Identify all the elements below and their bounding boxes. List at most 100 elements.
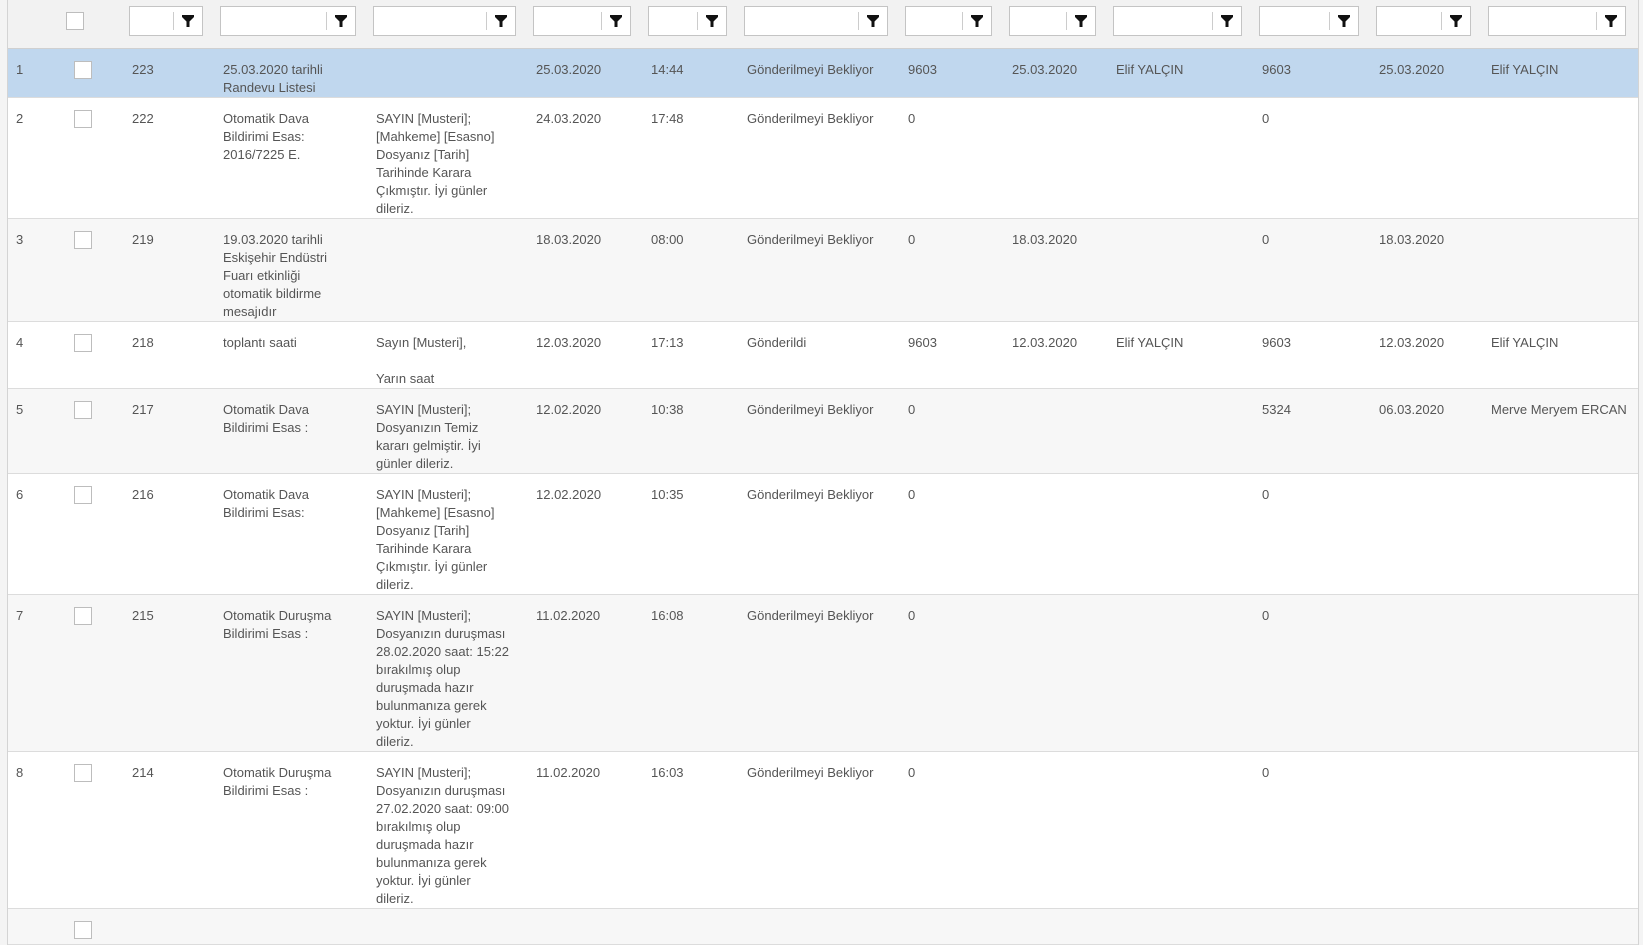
row-checkbox[interactable] xyxy=(74,231,92,249)
filter-date2-input[interactable] xyxy=(1010,7,1066,35)
cell-date2 xyxy=(1004,473,1108,595)
filter-funnel-icon[interactable] xyxy=(858,12,887,30)
filter-date xyxy=(533,6,631,36)
table-row[interactable] xyxy=(8,908,1638,945)
row-checkbox[interactable] xyxy=(74,334,92,352)
cell-time xyxy=(643,908,739,945)
cell-date: 25.03.2020 xyxy=(528,48,643,98)
table-row[interactable]: 5 217 Otomatik Dava Bildirimi Esas : SAYIN … xyxy=(8,388,1638,474)
filter-subject xyxy=(220,6,356,36)
filter-funnel-icon[interactable] xyxy=(1441,12,1470,30)
row-select-cell xyxy=(64,48,124,98)
row-number: 2 xyxy=(8,97,64,219)
table-row[interactable]: 6 216 Otomatik Dava Bildirimi Esas: SAYIN [… xyxy=(8,473,1638,595)
filter-date2 xyxy=(1009,6,1096,36)
filter-time xyxy=(648,6,727,36)
filter-time-input[interactable] xyxy=(649,7,697,35)
cell-id: 223 xyxy=(124,48,215,98)
cell-c2: 0 xyxy=(1254,97,1371,219)
table-row[interactable]: 1 223 25.03.2020 tarihli Randevu Listesi 25… xyxy=(8,48,1638,98)
cell-user xyxy=(1108,908,1254,945)
cell-date3: 12.03.2020 xyxy=(1371,321,1483,389)
row-select-cell xyxy=(64,908,124,945)
filter-user2 xyxy=(1488,6,1626,36)
cell-message: SAYIN [Musteri]; Dosyanızın duruşması 27… xyxy=(368,751,528,909)
filter-count2 xyxy=(1259,6,1359,36)
table-row[interactable]: 2 222 Otomatik Dava Bildirimi Esas: 2016/7… xyxy=(8,97,1638,219)
cell-user xyxy=(1108,388,1254,474)
row-checkbox[interactable] xyxy=(74,764,92,782)
row-checkbox[interactable] xyxy=(74,110,92,128)
filter-cell-user xyxy=(1108,0,1254,49)
cell-status: Gönderilmeyi Bekliyor xyxy=(739,751,900,909)
filter-user-input[interactable] xyxy=(1114,7,1212,35)
select-all-checkbox[interactable] xyxy=(66,12,84,30)
cell-subject: Otomatik Dava Bildirimi Esas: 2016/7225 … xyxy=(215,97,368,219)
table-row[interactable]: 7 215 Otomatik Duruşma Bildirimi Esas : SAY… xyxy=(8,594,1638,752)
cell-time: 14:44 xyxy=(643,48,739,98)
cell-user xyxy=(1108,218,1254,322)
cell-date3 xyxy=(1371,594,1483,752)
filter-funnel-icon[interactable] xyxy=(173,12,202,30)
cell-date: 12.02.2020 xyxy=(528,473,643,595)
filter-funnel-icon[interactable] xyxy=(1329,12,1358,30)
filter-user2-input[interactable] xyxy=(1489,7,1596,35)
filter-subject-input[interactable] xyxy=(221,7,326,35)
cell-id: 219 xyxy=(124,218,215,322)
cell-c2 xyxy=(1254,908,1371,945)
filter-funnel-icon[interactable] xyxy=(1212,12,1241,30)
table-row[interactable]: 4 218 toplantı saati Sayın [Musteri], Yarın… xyxy=(8,321,1638,389)
filter-date3-input[interactable] xyxy=(1377,7,1441,35)
filter-date-input[interactable] xyxy=(534,7,601,35)
filter-funnel-icon[interactable] xyxy=(1596,12,1625,30)
cell-user xyxy=(1108,473,1254,595)
row-number: 8 xyxy=(8,751,64,909)
filter-message-input[interactable] xyxy=(374,7,486,35)
row-number xyxy=(8,908,64,945)
cell-c2: 0 xyxy=(1254,594,1371,752)
cell-subject: 25.03.2020 tarihli Randevu Listesi xyxy=(215,48,368,98)
cell-message xyxy=(368,218,528,322)
row-select-cell xyxy=(64,97,124,219)
filter-id-input[interactable] xyxy=(130,7,173,35)
filter-funnel-icon[interactable] xyxy=(697,12,726,30)
filter-status-input[interactable] xyxy=(745,7,858,35)
filter-count-input[interactable] xyxy=(906,7,962,35)
cell-date2 xyxy=(1004,388,1108,474)
cell-user xyxy=(1108,594,1254,752)
table-row[interactable]: 8 214 Otomatik Duruşma Bildirimi Esas : SAY… xyxy=(8,751,1638,909)
cell-subject: 19.03.2020 tarihli Eskişehir Endüstri Fu… xyxy=(215,218,368,322)
cell-time: 17:48 xyxy=(643,97,739,219)
cell-time: 10:35 xyxy=(643,473,739,595)
filter-status xyxy=(744,6,888,36)
cell-subject: Otomatik Dava Bildirimi Esas: xyxy=(215,473,368,595)
cell-date3 xyxy=(1371,97,1483,219)
filter-funnel-icon[interactable] xyxy=(1066,12,1095,30)
filter-cell-subject xyxy=(215,0,368,49)
cell-date2: 18.03.2020 xyxy=(1004,218,1108,322)
row-checkbox[interactable] xyxy=(74,486,92,504)
cell-c1: 9603 xyxy=(900,48,1004,98)
row-checkbox[interactable] xyxy=(74,401,92,419)
row-number: 7 xyxy=(8,594,64,752)
cell-date2: 25.03.2020 xyxy=(1004,48,1108,98)
filter-cell-count2 xyxy=(1254,0,1371,49)
row-checkbox[interactable] xyxy=(74,61,92,79)
cell-date: 11.02.2020 xyxy=(528,594,643,752)
row-checkbox[interactable] xyxy=(74,607,92,625)
filter-id xyxy=(129,6,203,36)
row-select-cell xyxy=(64,751,124,909)
row-checkbox[interactable] xyxy=(74,921,92,939)
table-row[interactable]: 3 219 19.03.2020 tarihli Eskişehir Endüstr… xyxy=(8,218,1638,322)
filter-funnel-icon[interactable] xyxy=(486,12,515,30)
filter-cell-date2 xyxy=(1004,0,1108,49)
filter-count2-input[interactable] xyxy=(1260,7,1329,35)
filter-funnel-icon[interactable] xyxy=(962,12,991,30)
cell-date3: 18.03.2020 xyxy=(1371,218,1483,322)
cell-status: Gönderilmeyi Bekliyor xyxy=(739,473,900,595)
cell-message: SAYIN [Musteri]; [Mahkeme] [Esasno] Dosy… xyxy=(368,473,528,595)
cell-subject: toplantı saati xyxy=(215,321,368,389)
filter-funnel-icon[interactable] xyxy=(326,12,355,30)
filter-funnel-icon[interactable] xyxy=(601,12,630,30)
filter-user xyxy=(1113,6,1242,36)
